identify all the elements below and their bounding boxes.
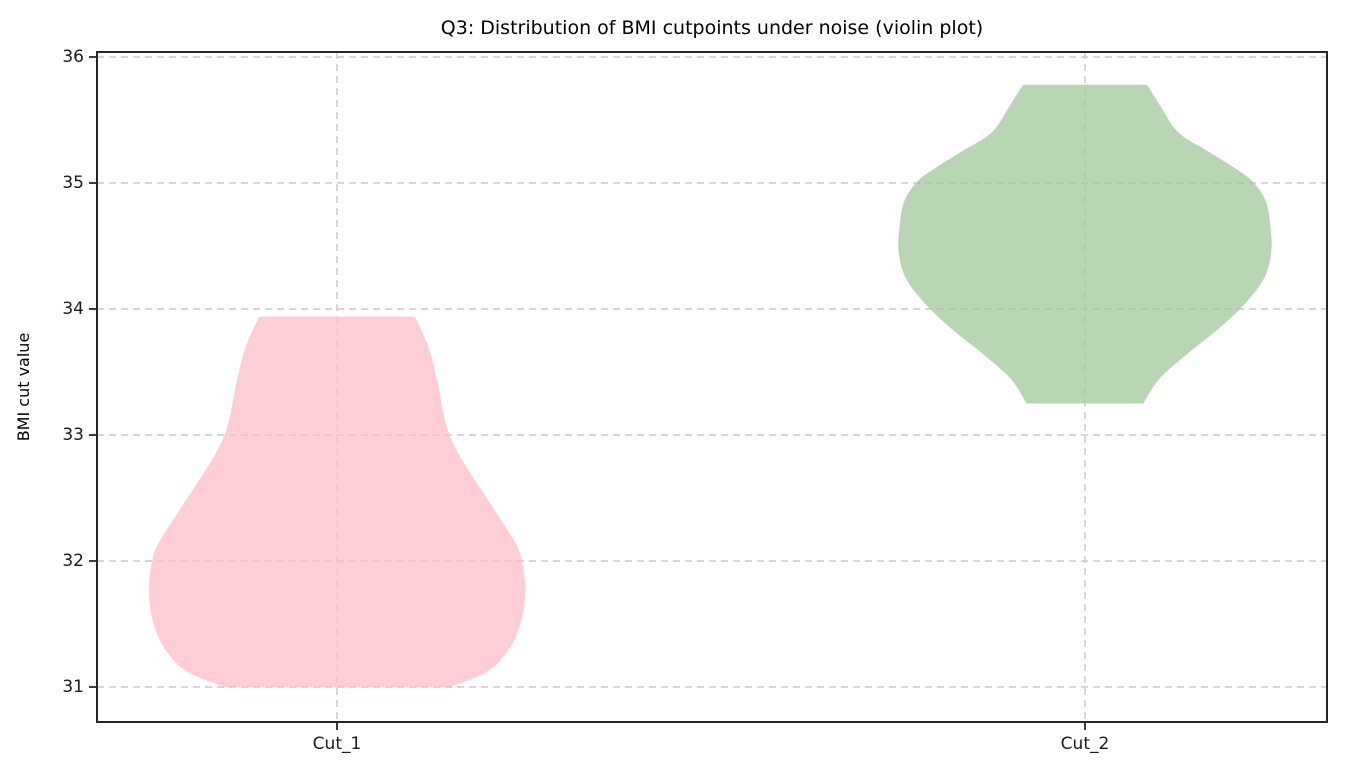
violin-cut_1 <box>148 316 526 687</box>
axes-box <box>96 51 1328 723</box>
y-tick-label-35: 35 <box>62 173 84 193</box>
y-tick-label-31: 31 <box>62 677 84 697</box>
x-tick-label-cut_1: Cut_1 <box>312 734 362 754</box>
x-tick-label-cut_2: Cut_2 <box>1060 734 1110 754</box>
y-tick-label-36: 36 <box>62 47 84 67</box>
y-tick-label-33: 33 <box>62 425 84 445</box>
y-tick-label-32: 32 <box>62 551 84 571</box>
chart-title: Q3: Distribution of BMI cutpoints under … <box>440 17 984 39</box>
violin-cut_2 <box>898 84 1272 404</box>
y-tick-label-34: 34 <box>62 299 84 319</box>
